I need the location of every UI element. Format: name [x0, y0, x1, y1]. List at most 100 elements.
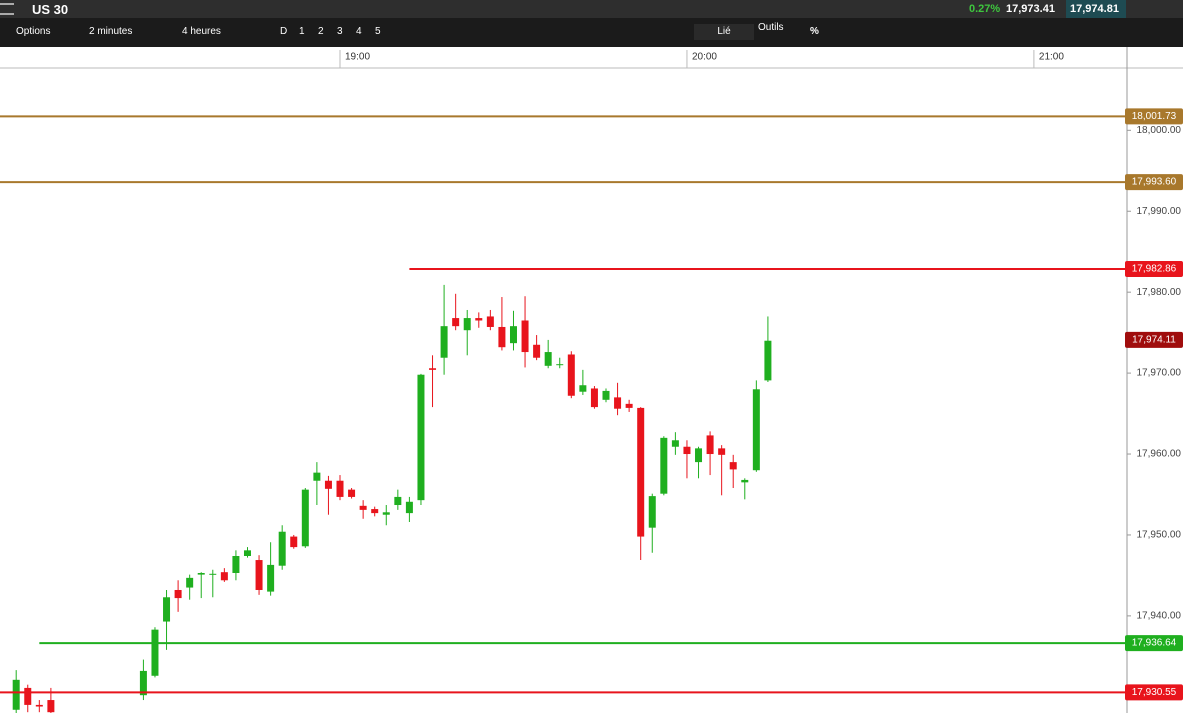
- candle-body: [232, 555, 240, 573]
- options[interactable]: Options: [16, 26, 51, 37]
- price-tag-label: 17,982.86: [1132, 264, 1177, 275]
- price-tag: [1125, 108, 1183, 125]
- candle-body: [336, 480, 344, 497]
- candle-body: [278, 531, 286, 566]
- top-bar: US 30 0.27% 17,973.41 17,974.81: [0, 0, 1183, 18]
- candle-body: [290, 536, 298, 548]
- candle-body: [209, 573, 217, 575]
- menu-icon[interactable]: [0, 3, 14, 15]
- candle-body: [764, 340, 772, 381]
- y-tick-label: 17,940.00: [1137, 611, 1182, 622]
- candle-body: [718, 448, 726, 455]
- candle-body: [660, 437, 668, 494]
- candle-body: [405, 501, 413, 514]
- candle-body: [556, 364, 564, 366]
- candle-body: [498, 326, 506, 348]
- period[interactable]: 3: [337, 26, 343, 37]
- price-tag: [1125, 684, 1183, 701]
- x-tick-label: 19:00: [345, 52, 370, 63]
- candle-body: [463, 318, 471, 331]
- y-tick-label: 17,960.00: [1137, 449, 1182, 460]
- y-tick-label: 17,980.00: [1137, 287, 1182, 298]
- candle-body: [486, 316, 494, 327]
- interval[interactable]: 2 minutes: [89, 24, 159, 40]
- candle-body: [12, 679, 20, 710]
- y-tick-label: 17,950.00: [1137, 530, 1182, 541]
- chart: 19:00 20:00 21:00 17,940.00 17,950.00 17,960.…: [0, 47, 1183, 713]
- candle-body: [35, 704, 43, 707]
- period[interactable]: 5: [375, 26, 381, 37]
- candle-body: [614, 397, 622, 409]
- candle-body: [602, 390, 610, 400]
- candle-body: [533, 344, 541, 358]
- candle-body: [243, 550, 251, 556]
- period[interactable]: D: [280, 26, 288, 37]
- price-tag: [1125, 174, 1183, 191]
- candle-body: [151, 629, 159, 676]
- price-tag: [1125, 331, 1183, 348]
- period[interactable]: 2: [318, 26, 324, 37]
- price-tag-label: 17,974.11: [1132, 334, 1176, 345]
- candle-body: [452, 318, 460, 327]
- candle-body: [544, 352, 552, 366]
- candle-body: [324, 480, 332, 489]
- candle-body: [382, 512, 390, 515]
- candle-body: [429, 368, 437, 370]
- ask-box: [1066, 0, 1126, 18]
- candle-body: [394, 496, 402, 506]
- candle-body: [729, 462, 737, 470]
- y-tick-label: 17,990.00: [1137, 206, 1182, 217]
- candle-body: [255, 560, 263, 590]
- candle-body: [509, 326, 517, 344]
- period[interactable]: 4: [356, 26, 362, 37]
- percent[interactable]: %: [810, 26, 819, 37]
- tools[interactable]: Outils: [758, 22, 784, 33]
- candle-body: [313, 472, 321, 481]
- price-tag-label: 18,001.73: [1132, 111, 1177, 122]
- candle-body: [220, 572, 228, 581]
- candle-body: [706, 435, 714, 455]
- price-tag-label: 17,936.64: [1132, 638, 1177, 649]
- candle-body: [301, 489, 309, 547]
- y-tick-label: 17,970.00: [1137, 368, 1182, 379]
- candle-body: [567, 354, 575, 396]
- period[interactable]: 1: [299, 26, 305, 37]
- price-tag: [1125, 635, 1183, 652]
- candle-body: [579, 385, 587, 392]
- candle-body: [163, 597, 171, 622]
- candle-body: [371, 509, 379, 514]
- candle-body: [637, 407, 645, 537]
- candle-body: [741, 479, 749, 483]
- price-tag: [1125, 261, 1183, 278]
- bid[interactable]: 17,973.41: [1006, 3, 1055, 15]
- candle-body: [197, 572, 205, 575]
- candle-body: [359, 505, 367, 510]
- candle-body: [267, 564, 275, 592]
- candle-body: [47, 700, 55, 713]
- candle-body: [521, 320, 529, 353]
- link[interactable]: Lié: [694, 24, 754, 40]
- ask[interactable]: 17,974.81: [1070, 3, 1119, 15]
- candle-body: [139, 670, 147, 696]
- change: 0.27%: [969, 3, 1001, 15]
- candle-body: [186, 577, 194, 588]
- candle-body: [683, 446, 691, 455]
- price-tag-label: 17,930.55: [1132, 687, 1177, 698]
- candle-body: [475, 318, 483, 321]
- range[interactable]: 4 heures: [182, 26, 221, 37]
- x-tick-label: 20:00: [692, 52, 717, 63]
- candle-body: [440, 326, 448, 358]
- candle-body: [590, 388, 598, 408]
- candle-body: [752, 389, 760, 471]
- candle-body: [671, 440, 679, 447]
- candle-body: [417, 374, 425, 501]
- candle-body: [648, 496, 656, 528]
- symbol[interactable]: US 30: [32, 2, 69, 17]
- candle-body: [174, 589, 182, 599]
- y-tick-label: 18,000.00: [1137, 125, 1182, 136]
- candle-body: [24, 687, 32, 705]
- price-tag-label: 17,993.60: [1132, 177, 1177, 188]
- candle-body: [695, 448, 703, 463]
